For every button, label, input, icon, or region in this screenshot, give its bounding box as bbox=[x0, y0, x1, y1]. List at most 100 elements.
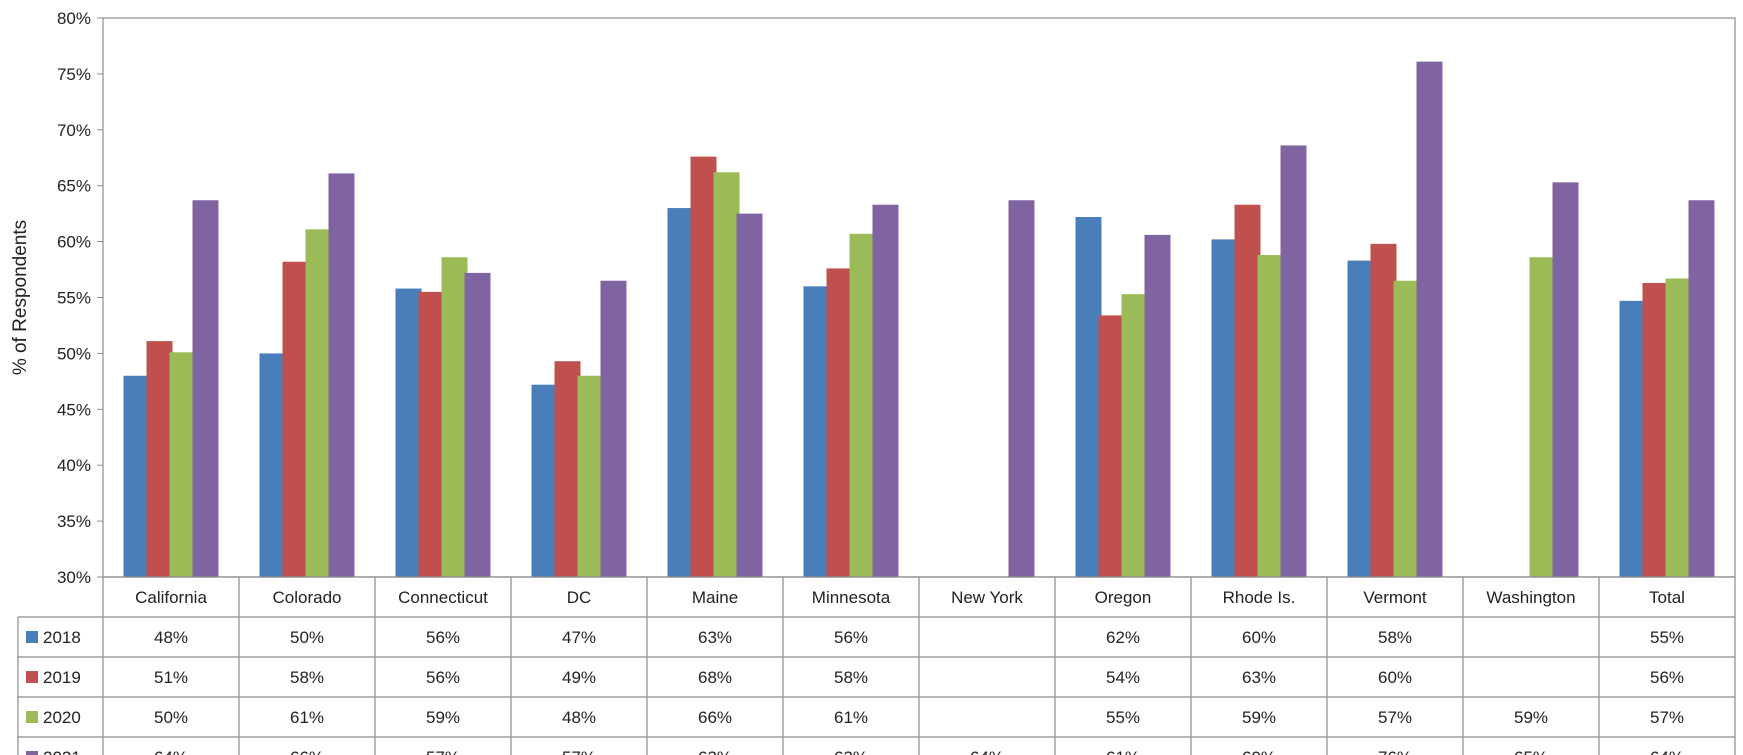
legend-key-2020 bbox=[26, 711, 38, 723]
bar-2018-colorado bbox=[259, 353, 286, 577]
bar-2018-connecticut bbox=[395, 288, 422, 577]
data-label-2021: 69% bbox=[1242, 748, 1276, 755]
bar-2018-california bbox=[123, 375, 150, 577]
y-tick-label: 55% bbox=[57, 289, 91, 308]
data-label-2021: 64% bbox=[970, 748, 1004, 755]
data-label-2021: 57% bbox=[426, 748, 460, 755]
bar-2018-minnesota bbox=[803, 286, 830, 577]
bar-2020-california bbox=[169, 352, 196, 577]
bar-2021-new-york bbox=[1008, 200, 1035, 577]
category-label: Total bbox=[1649, 588, 1685, 607]
category-label: Rhode Is. bbox=[1223, 588, 1296, 607]
category-label: Colorado bbox=[273, 588, 342, 607]
bar-2021-maine bbox=[736, 213, 763, 577]
bar-2020-colorado bbox=[305, 229, 332, 577]
category-label: Washington bbox=[1486, 588, 1575, 607]
data-table-layer bbox=[17, 576, 1736, 755]
y-tick-label: 50% bbox=[57, 344, 91, 363]
bar-2020-oregon bbox=[1121, 294, 1148, 577]
bar-2020-maine bbox=[713, 172, 740, 577]
bar-2018-maine bbox=[667, 208, 694, 577]
data-label-2020: 48% bbox=[562, 708, 596, 727]
category-label: DC bbox=[567, 588, 592, 607]
y-tick-label: 35% bbox=[57, 512, 91, 531]
bar-2019-california bbox=[146, 341, 173, 577]
data-label-2021: 76% bbox=[1378, 748, 1412, 755]
category-label: Vermont bbox=[1363, 588, 1427, 607]
data-label-2019: 54% bbox=[1106, 668, 1140, 687]
data-label-2020: 55% bbox=[1106, 708, 1140, 727]
bar-2020-connecticut bbox=[441, 257, 468, 577]
bar-2019-dc bbox=[554, 361, 581, 577]
data-label-2019: 49% bbox=[562, 668, 596, 687]
bar-2018-dc bbox=[531, 384, 558, 577]
bar-2021-rhode-is- bbox=[1280, 145, 1307, 577]
category-label: Connecticut bbox=[398, 588, 488, 607]
y-tick-label: 65% bbox=[57, 177, 91, 196]
y-axis-title: % of Respondents bbox=[10, 220, 31, 375]
bar-2020-washington bbox=[1529, 257, 1556, 577]
data-label-2020: 59% bbox=[1514, 708, 1548, 727]
y-tick-label: 60% bbox=[57, 233, 91, 252]
data-label-2019: 63% bbox=[1242, 668, 1276, 687]
category-label: California bbox=[135, 588, 207, 607]
data-label-2021: 64% bbox=[154, 748, 188, 755]
y-tick-label: 45% bbox=[57, 400, 91, 419]
bar-2020-minnesota bbox=[849, 233, 876, 578]
bar-2021-dc bbox=[600, 280, 627, 577]
bar-2020-rhode-is- bbox=[1257, 255, 1284, 578]
bar-2019-connecticut bbox=[418, 291, 445, 577]
labels-layer: 30% 35% 40% 45% 50% 55% 60% 65% 70% 75% 80% % of Re… bbox=[10, 9, 1685, 755]
data-label-2018: 47% bbox=[562, 628, 596, 647]
data-label-2021: 65% bbox=[1514, 748, 1548, 755]
data-label-2019: 56% bbox=[426, 668, 460, 687]
data-label-2021: 63% bbox=[834, 748, 868, 755]
bar-2019-rhode-is- bbox=[1234, 204, 1261, 577]
y-tick-label: 80% bbox=[57, 9, 91, 28]
bar-2021-minnesota bbox=[872, 204, 899, 577]
category-label: New York bbox=[951, 588, 1023, 607]
bar-2021-california bbox=[192, 200, 219, 577]
data-label-2018: 62% bbox=[1106, 628, 1140, 647]
data-label-2018: 63% bbox=[698, 628, 732, 647]
data-label-2019: 51% bbox=[154, 668, 188, 687]
data-label-2020: 57% bbox=[1650, 708, 1684, 727]
bar-2020-vermont bbox=[1393, 280, 1420, 577]
data-label-2018: 50% bbox=[290, 628, 324, 647]
bar-2019-total bbox=[1642, 282, 1669, 577]
y-tick-label: 70% bbox=[57, 121, 91, 140]
y-tick-label: 75% bbox=[57, 65, 91, 84]
data-label-2021: 64% bbox=[1650, 748, 1684, 755]
bar-2021-connecticut bbox=[464, 272, 491, 577]
legend-label-2019: 2019 bbox=[43, 668, 81, 687]
data-label-2021: 61% bbox=[1106, 748, 1140, 755]
data-label-2019: 58% bbox=[290, 668, 324, 687]
data-label-2020: 61% bbox=[834, 708, 868, 727]
bar-2021-washington bbox=[1552, 182, 1579, 577]
bar-2019-maine bbox=[690, 156, 717, 577]
bar-2019-minnesota bbox=[826, 268, 853, 577]
bar-2019-oregon bbox=[1098, 315, 1125, 577]
data-label-2020: 59% bbox=[1242, 708, 1276, 727]
data-label-2018: 56% bbox=[426, 628, 460, 647]
data-label-2020: 57% bbox=[1378, 708, 1412, 727]
category-label: Maine bbox=[692, 588, 738, 607]
bar-2018-oregon bbox=[1075, 217, 1102, 577]
y-tick-label: 40% bbox=[57, 456, 91, 475]
bar-2018-rhode-is- bbox=[1211, 239, 1238, 577]
data-label-2019: 60% bbox=[1378, 668, 1412, 687]
bar-2019-vermont bbox=[1370, 243, 1397, 577]
y-tick-label: 30% bbox=[57, 568, 91, 587]
bar-2019-colorado bbox=[282, 261, 309, 577]
data-label-2021: 57% bbox=[562, 748, 596, 755]
bar-2018-vermont bbox=[1347, 260, 1374, 577]
data-label-2018: 55% bbox=[1650, 628, 1684, 647]
category-label: Minnesota bbox=[812, 588, 891, 607]
legend-key-2021 bbox=[26, 751, 38, 755]
bar-2020-total bbox=[1665, 278, 1692, 577]
data-label-2018: 58% bbox=[1378, 628, 1412, 647]
data-label-2019: 58% bbox=[834, 668, 868, 687]
data-label-2020: 59% bbox=[426, 708, 460, 727]
